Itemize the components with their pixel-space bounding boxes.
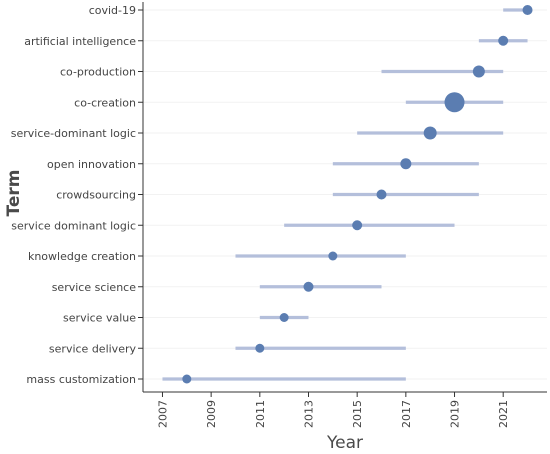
median-point [279,313,289,322]
median-point [182,374,192,384]
median-point [303,281,314,292]
y-axis-title: Term [4,170,24,217]
y-tick-label: co-creation [74,96,136,109]
y-tick-label: service value [63,312,136,325]
median-point [376,189,387,200]
y-tick-label: open innovation [47,158,136,171]
median-point [522,5,533,15]
y-tick-label: artificial intelligence [24,35,136,48]
x-axis: 2007 2009 2011 2013 2015 2017 2019 2021 [143,391,547,428]
y-tick-label: service delivery [49,342,137,355]
y-tick-label: knowledge creation [28,250,136,263]
x-tick-label: 2019 [449,400,462,428]
median-point [498,35,509,46]
y-tick-label: service science [52,281,137,294]
x-tick-label: 2007 [156,400,169,428]
y-tick-label: crowdsourcing [56,189,136,202]
median-point [328,251,338,261]
median-point [423,126,437,140]
x-tick-label: 2013 [302,400,315,428]
y-tick-label: mass customization [26,373,136,386]
y-tick-label: service dominant logic [11,219,136,232]
median-point [255,343,265,353]
median-point [400,158,412,170]
x-tick-label: 2017 [400,400,413,428]
y-tick-label: covid-19 [89,4,136,17]
y-tick-label: co-production [60,66,136,79]
x-tick-label: 2011 [254,400,267,428]
x-tick-label: 2009 [205,400,218,428]
median-points [182,5,533,384]
median-point [444,92,465,113]
median-point [472,65,485,78]
x-axis-title: Year [326,433,363,453]
x-tick-label: 2015 [351,400,364,428]
median-point [352,220,363,231]
y-tick-label: service-dominant logic [11,127,136,140]
y-axis: covid-19 artificial intelligence co-produc… [11,2,144,392]
x-tick-label: 2021 [497,400,510,428]
